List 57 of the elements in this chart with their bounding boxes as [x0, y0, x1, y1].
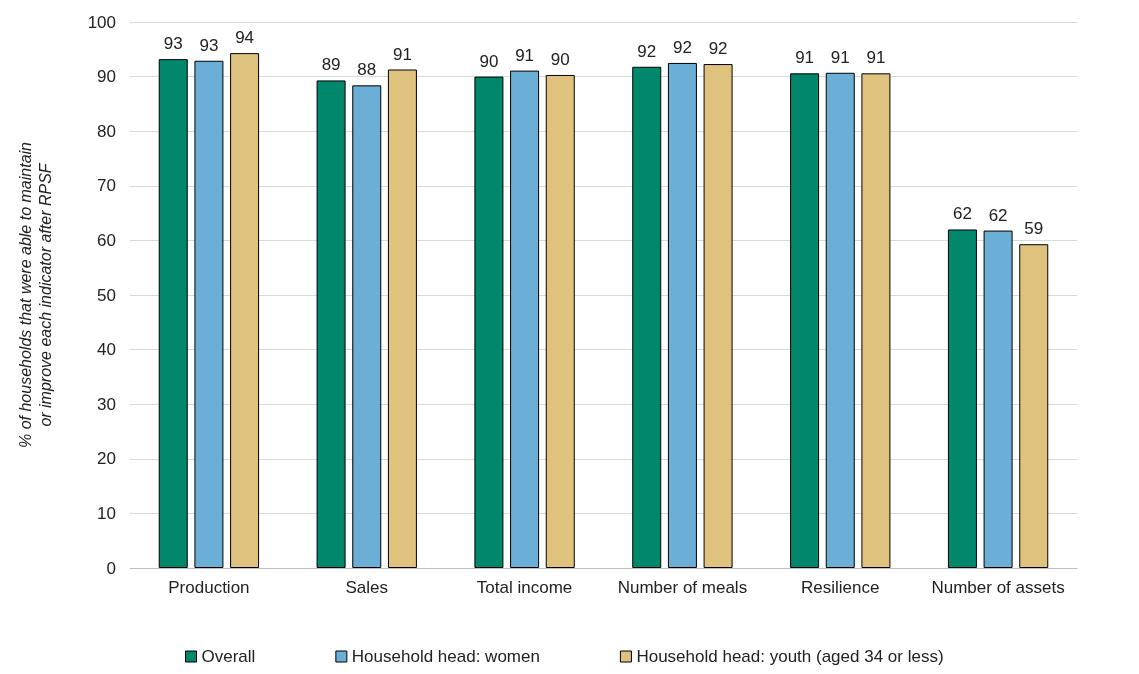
x-tick-label: Resilience	[801, 577, 880, 597]
data-label: 91	[392, 44, 412, 64]
bar	[474, 76, 504, 568]
bar	[352, 85, 382, 568]
data-label: 91	[515, 45, 535, 65]
x-tick-label: Number of meals	[617, 577, 748, 597]
y-tick-label: 10	[97, 503, 116, 523]
bar	[667, 62, 697, 568]
data-label: 62	[988, 205, 1008, 225]
x-tick-label: Sales	[345, 577, 389, 597]
data-label: 92	[637, 41, 657, 61]
y-tick-label: 50	[97, 285, 116, 305]
bar	[387, 69, 417, 568]
data-label: 94	[235, 28, 255, 48]
y-tick-label: 70	[97, 176, 116, 196]
y-tick-label: 20	[97, 449, 116, 469]
y-tick-label: 60	[97, 230, 116, 250]
data-label: 92	[672, 37, 692, 57]
y-tick-label: 80	[97, 121, 116, 141]
y-tick-label: 100	[87, 12, 116, 32]
data-label: 93	[163, 34, 183, 54]
bar	[316, 80, 346, 568]
data-label: 90	[479, 51, 499, 71]
data-label: 59	[1024, 219, 1044, 239]
y-axis-title: % of households that were able to maintain or improve each indicator after RPSF	[16, 141, 54, 448]
x-tick-label: Production	[168, 577, 250, 597]
data-label: 91	[866, 48, 886, 68]
bar	[947, 229, 977, 568]
bar	[545, 74, 575, 568]
x-tick-label: Total income	[476, 577, 573, 597]
data-label: 62	[952, 204, 972, 224]
data-label: 91	[830, 47, 850, 67]
bar	[703, 64, 733, 568]
data-label: 88	[357, 60, 377, 80]
bar	[632, 66, 662, 568]
bar	[983, 230, 1013, 568]
data-label: 92	[708, 39, 728, 59]
bar	[510, 70, 540, 568]
y-tick-label: 40	[97, 340, 116, 360]
bar	[194, 60, 224, 568]
data-label: 90	[550, 49, 570, 69]
y-tick-label: 90	[97, 67, 116, 87]
bar	[825, 72, 855, 568]
x-tick-label: Number of assets	[931, 577, 1065, 597]
y-tick-label: 30	[97, 394, 116, 414]
legend-label: Overall	[201, 647, 256, 666]
data-label: 93	[199, 35, 219, 55]
data-label: 91	[795, 48, 815, 68]
bar	[861, 73, 891, 568]
y-tick-label: 0	[106, 558, 116, 578]
bar	[790, 73, 820, 568]
data-label: 89	[321, 55, 341, 75]
bar	[158, 59, 188, 568]
legend-label: Household head: women	[351, 647, 540, 666]
legend-label: Household head: youth (aged 34 or less)	[636, 647, 944, 666]
bar	[1019, 244, 1049, 568]
bar	[230, 53, 260, 568]
